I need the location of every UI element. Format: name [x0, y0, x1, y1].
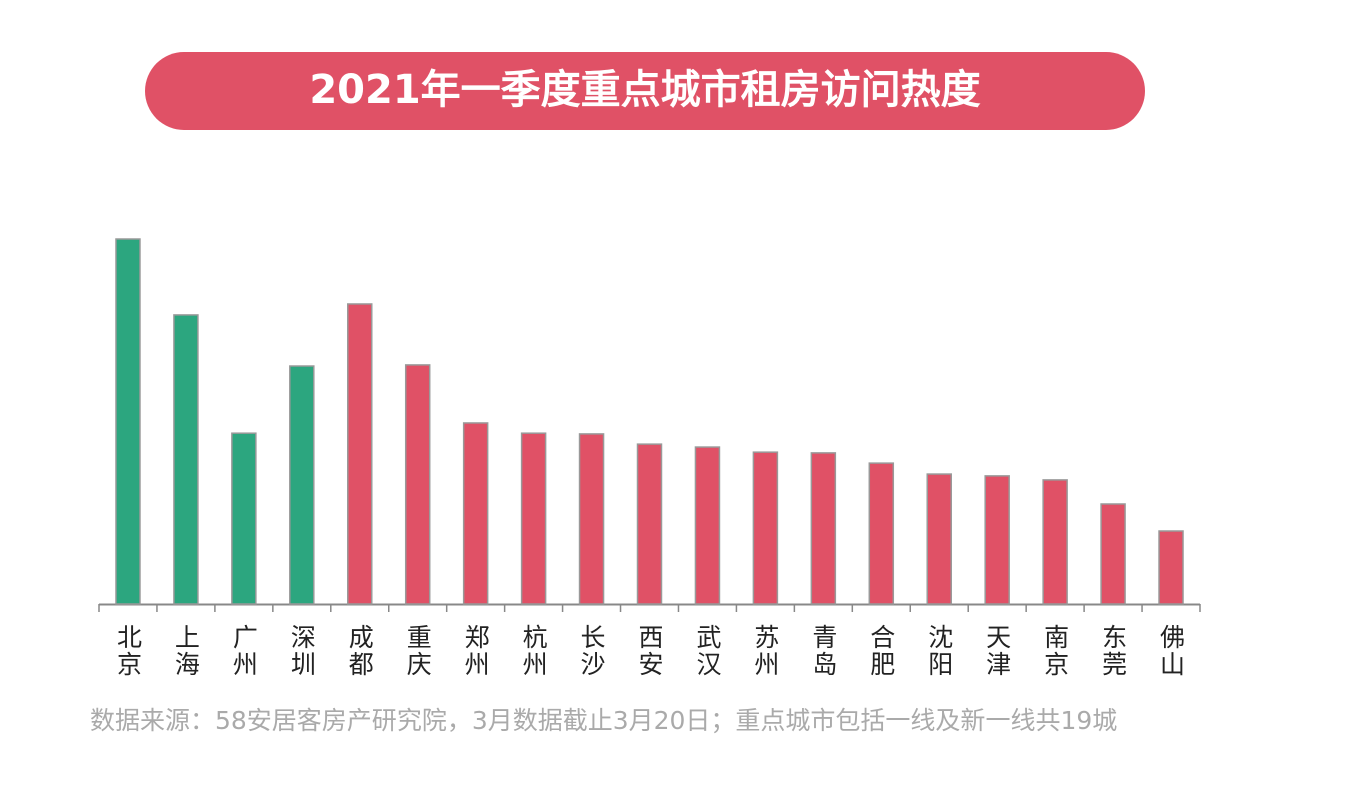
x-tick-label: 成都: [345, 624, 374, 678]
x-tick-label: 深圳: [287, 624, 316, 678]
source-note: 数据来源：58安居客房产研究院，3月数据截止3月20日；重点城市包括一线及新一线…: [90, 706, 1117, 735]
bar: [694, 446, 721, 605]
bar: [868, 462, 895, 605]
chart-title: 2021年一季度重点城市租房访问热度: [309, 67, 980, 113]
x-tick-label: 天津: [983, 624, 1012, 678]
bar: [1100, 503, 1126, 605]
bar: [636, 443, 663, 605]
x-tick-label: 沈阳: [925, 624, 954, 678]
bar: [231, 432, 257, 605]
x-tick-label: 北京: [113, 624, 142, 678]
bar: [289, 365, 315, 605]
bar: [173, 314, 199, 605]
x-tick-label: 苏州: [751, 624, 780, 678]
bar: [462, 422, 489, 605]
x-tick-label: 广州: [229, 624, 258, 678]
x-tick-label: 南京: [1041, 624, 1070, 678]
bar: [115, 238, 141, 605]
bar: [810, 452, 837, 605]
x-tick-label: 佛山: [1157, 624, 1186, 678]
bar: [926, 473, 952, 605]
bar: [1042, 479, 1068, 605]
bar: [984, 475, 1010, 605]
x-tick-label: 上海: [171, 624, 200, 678]
x-tick-label: 东莞: [1099, 624, 1128, 678]
x-tick-label: 武汉: [693, 624, 722, 678]
title-banner: [145, 52, 1145, 130]
bar: [578, 433, 605, 605]
bar: [347, 303, 373, 605]
x-tick-label: 重庆: [403, 624, 432, 678]
bar: [404, 364, 431, 605]
x-tick-label: 郑州: [461, 624, 490, 678]
x-tick-label: 杭州: [519, 624, 548, 678]
x-tick-label: 西安: [635, 624, 664, 678]
bar: [1158, 530, 1184, 605]
x-tick-label: 合肥: [867, 624, 896, 678]
bar: [752, 451, 779, 605]
x-tick-label: 青岛: [809, 624, 838, 678]
bar: [520, 432, 547, 605]
x-tick-label: 长沙: [577, 624, 606, 678]
